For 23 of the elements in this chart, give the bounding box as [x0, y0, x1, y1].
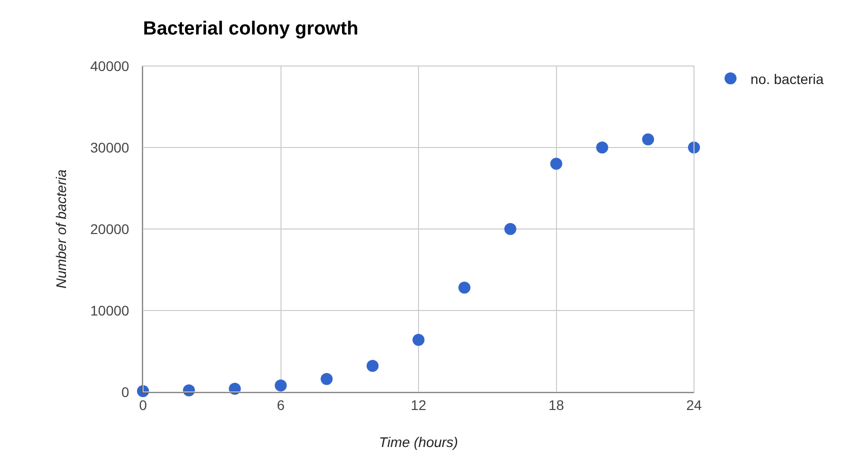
point — [458, 282, 470, 294]
x-tick-label: 0 — [139, 396, 148, 413]
y-tick-label: 30000 — [90, 139, 130, 156]
x-axis-title: Time (hours) — [378, 434, 458, 450]
legend-label: no. bacteria — [750, 70, 824, 87]
y-tick-label: 40000 — [90, 58, 130, 74]
point — [320, 372, 333, 385]
point — [274, 379, 287, 392]
x-tick-label: 12 — [410, 396, 426, 413]
point — [596, 142, 608, 154]
point — [412, 334, 424, 346]
y-tick-label: 0 — [121, 384, 130, 400]
y-axis-title: Number of bacteria — [52, 169, 69, 289]
point — [642, 133, 654, 146]
point — [366, 360, 379, 372]
x-tick-label: 18 — [548, 396, 564, 413]
point — [550, 158, 562, 170]
x-tick-label: 24 — [686, 396, 702, 413]
y-tick-label: 10000 — [90, 302, 130, 318]
x-tick-label: 6 — [276, 396, 285, 413]
chart-title: Bacterial colony growth — [143, 18, 358, 40]
y-tick-label: 20000 — [90, 220, 130, 237]
point — [504, 223, 516, 235]
